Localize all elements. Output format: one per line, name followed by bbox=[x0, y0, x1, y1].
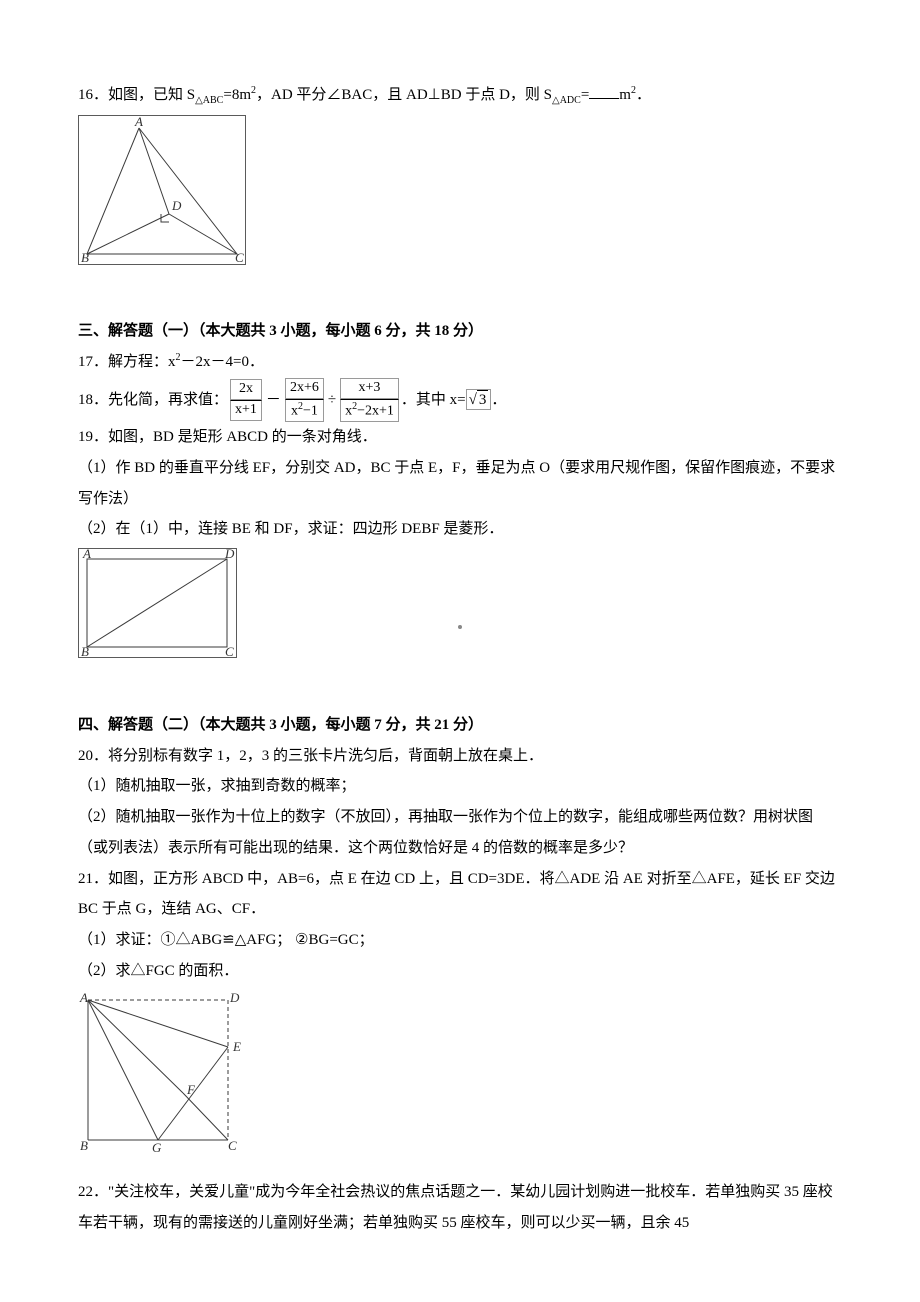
q18-tail-a: ．其中 x= bbox=[401, 385, 466, 416]
q18-f1-den: x+1 bbox=[230, 400, 262, 421]
q16-label-D: D bbox=[171, 198, 182, 213]
q18-sqrt: √3 bbox=[466, 389, 492, 410]
q18-f3-den: x2−2x+1 bbox=[340, 399, 399, 422]
section3-heading: 三、解答题（一）（本大题共 3 小题，每小题 6 分，共 18 分） bbox=[78, 316, 842, 347]
q18-frac2: 2x+6 x2−1 bbox=[285, 378, 324, 422]
q21-label-F: F bbox=[186, 1082, 196, 1097]
q18-div: ÷ bbox=[328, 385, 336, 416]
q16-a: 16．如图，已知 S bbox=[78, 87, 195, 103]
q20-l2: （1）随机抽取一张，求抽到奇数的概率； bbox=[78, 771, 842, 802]
q16-label-B: B bbox=[81, 250, 89, 264]
q19-l2: （1）作 BD 的垂直平分线 EF，分别交 AD，BC 于点 E，F，垂足为点 … bbox=[78, 453, 842, 515]
section4-heading: 四、解答题（二）（本大题共 3 小题，每小题 7 分，共 21 分） bbox=[78, 710, 842, 741]
q18-f2-den: x2−1 bbox=[285, 399, 324, 422]
q16-e: m bbox=[619, 87, 631, 103]
q18-f3-num: x+3 bbox=[340, 378, 399, 399]
q16-d: = bbox=[581, 87, 589, 103]
q16-label-C: C bbox=[235, 250, 244, 264]
q18-lead: 18．先化简，再求值： bbox=[78, 385, 228, 416]
q18-frac3: x+3 x2−2x+1 bbox=[340, 378, 399, 422]
q20-l1: 20．将分别标有数字 1，2，3 的三张卡片洗匀后，背面朝上放在桌上． bbox=[78, 741, 842, 772]
q17-a: 17．解方程：x bbox=[78, 354, 176, 370]
q17-text: 17．解方程：x2－2x－4=0． bbox=[78, 347, 842, 378]
q18-frac1: 2x x+1 bbox=[230, 379, 262, 421]
q19-label-A: A bbox=[82, 549, 91, 561]
q19-l3: （2）在（1）中，连接 BE 和 DF，求证：四边形 DEBF 是菱形． bbox=[78, 514, 842, 545]
q18-f1-num: 2x bbox=[230, 379, 262, 400]
q16-blank bbox=[589, 85, 619, 100]
q19-label-C: C bbox=[225, 644, 234, 657]
q16-f: ． bbox=[636, 87, 651, 103]
q22-l1: 22．"关注校车，关爱儿童"成为今年全社会热议的焦点话题之一．某幼儿园计划购进一… bbox=[78, 1177, 842, 1239]
q21-label-E: E bbox=[232, 1039, 241, 1054]
q19-l1: 19．如图，BD 是矩形 ABCD 的一条对角线． bbox=[78, 422, 842, 453]
q21-label-D: D bbox=[229, 990, 240, 1005]
q19-figure: A D B C bbox=[78, 548, 237, 658]
q16-label-A: A bbox=[134, 116, 143, 129]
q20-l3: （2）随机抽取一张作为十位上的数字（不放回），再抽取一张作为个位上的数字，能组成… bbox=[78, 802, 842, 864]
q21-label-G: G bbox=[152, 1140, 162, 1152]
q21-label-A: A bbox=[79, 990, 88, 1005]
q18-f2-num: 2x+6 bbox=[285, 378, 324, 399]
q16-sub2: △ADC bbox=[552, 95, 581, 106]
q21-figure: A D B C E F G bbox=[78, 990, 256, 1152]
q19-label-D: D bbox=[224, 549, 235, 561]
q16-text: 16．如图，已知 S△ABC=8m2，AD 平分∠BAC，且 AD⊥BD 于点 … bbox=[78, 80, 842, 112]
q21-l1: 21．如图，正方形 ABCD 中，AB=6，点 E 在边 CD 上，且 CD=3… bbox=[78, 864, 842, 926]
q19-figure-wrap: A D B C bbox=[78, 545, 842, 684]
q18-minus: － bbox=[266, 385, 281, 416]
q16-sub1: △ABC bbox=[195, 95, 223, 106]
q21-label-C: C bbox=[228, 1138, 237, 1152]
q19-label-B: B bbox=[81, 644, 89, 657]
q21-l2: （1）求证：①△ABG≌△AFG； ②BG=GC； bbox=[78, 925, 842, 956]
q21-l3: （2）求△FGC 的面积． bbox=[78, 956, 842, 987]
q21-label-B: B bbox=[80, 1138, 88, 1152]
q16-b: =8m bbox=[223, 87, 251, 103]
page-center-dot bbox=[458, 625, 462, 629]
q18-text: 18．先化简，再求值： 2x x+1 － 2x+6 x2−1 ÷ x+3 x2−… bbox=[78, 378, 842, 422]
q18-tail-b: ． bbox=[491, 385, 506, 416]
q16-c: ，AD 平分∠BAC，且 AD⊥BD 于点 D，则 S bbox=[256, 87, 552, 103]
q17-b: －2x－4=0． bbox=[181, 354, 264, 370]
q16-figure: A B C D bbox=[78, 115, 246, 265]
